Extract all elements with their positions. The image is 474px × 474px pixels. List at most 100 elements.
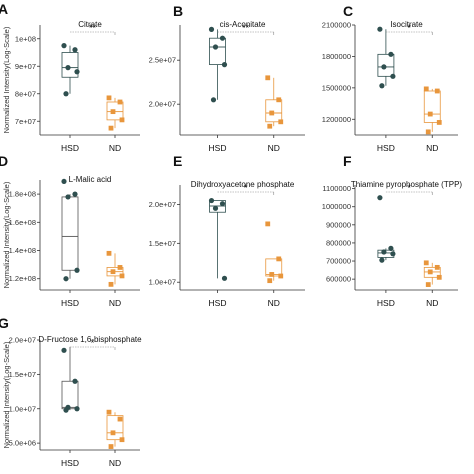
data-point	[276, 256, 282, 262]
box-iqr	[265, 99, 283, 123]
data-point	[377, 26, 383, 32]
y-axis-label: Normalized Intensity(Log-Scale)	[2, 341, 11, 448]
data-point	[276, 97, 282, 103]
y-tick-label: 2.0e+07	[149, 100, 176, 109]
data-point	[117, 99, 123, 105]
data-point	[212, 44, 219, 50]
x-tick-label: ND	[426, 143, 438, 153]
data-point	[423, 86, 429, 92]
data-point	[110, 109, 116, 115]
x-tick-label: ND	[109, 143, 121, 153]
data-point	[210, 97, 217, 103]
panel-label: C	[343, 3, 353, 19]
x-tick-label: HSD	[61, 298, 79, 308]
significance-label: *	[244, 183, 248, 193]
data-point	[72, 378, 78, 384]
data-point	[119, 273, 125, 279]
data-point	[72, 47, 78, 53]
y-tick-label: 1.8e+08	[9, 190, 36, 199]
significance-label: *	[407, 23, 411, 33]
y-tick-label: 1.5e+07	[9, 370, 36, 379]
panel-c: C Isocitrate 1200000 1500000 1800000 2100000 H…	[322, 3, 458, 153]
y-tick-label: 2.0e+07	[149, 200, 176, 209]
data-point	[379, 83, 385, 89]
data-point	[65, 65, 71, 71]
data-point	[269, 272, 275, 277]
box-iqr	[61, 52, 79, 78]
box-iqr	[106, 101, 124, 121]
data-point	[61, 178, 67, 185]
data-point	[377, 195, 383, 201]
data-point	[108, 125, 114, 131]
y-tick-label: 2.0e+07	[9, 336, 36, 345]
data-point	[390, 73, 396, 79]
data-point	[106, 95, 112, 101]
y-tick-label: 8e+07	[15, 89, 36, 98]
x-tick-label: HSD	[209, 143, 227, 153]
data-point	[110, 269, 116, 275]
y-axis-label: Normalized Intensity(Log-Scale)	[2, 26, 11, 133]
significance-label: *	[407, 183, 411, 193]
y-axis-label: Normalized Intensity(Log-Scale)	[2, 181, 11, 288]
y-tick-label: 2100000	[322, 21, 351, 30]
data-point	[265, 221, 271, 227]
y-tick-label: 600000	[326, 275, 351, 284]
y-tick-label: 1.4e+08	[9, 246, 36, 255]
y-tick-label: 1500000	[322, 83, 351, 92]
panel-label: F	[343, 153, 352, 169]
data-point	[61, 43, 67, 49]
data-point	[278, 119, 284, 125]
x-tick-label: HSD	[377, 298, 395, 308]
data-point	[106, 250, 112, 256]
x-tick-label: ND	[109, 458, 121, 468]
data-point	[390, 251, 396, 257]
panel-label: A	[0, 1, 8, 17]
data-point	[119, 117, 125, 123]
data-point	[63, 91, 69, 97]
x-tick-label: HSD	[61, 143, 79, 153]
data-point	[436, 274, 442, 280]
panel-g: G D-Fructose 1,6-bisphosphate 5.0e+06 1.0e+…	[0, 315, 142, 468]
y-tick-label: 9e+07	[15, 62, 36, 71]
box-iqr	[423, 266, 441, 278]
y-tick-label: 900000	[326, 220, 351, 229]
data-point	[63, 407, 69, 413]
y-tick-label: 1.5e+07	[149, 239, 176, 248]
box-iqr	[61, 380, 79, 410]
y-tick-label: 2.5e+07	[149, 56, 176, 65]
panel-label: D	[0, 153, 8, 169]
data-point	[117, 265, 123, 270]
x-tick-label: HSD	[377, 143, 395, 153]
data-point	[278, 273, 284, 279]
panel-e: E Dihydroxyacetone phosphate 1.0e+07 1.5e+0…	[149, 153, 305, 308]
data-point	[108, 281, 114, 287]
panel-label: G	[0, 315, 9, 331]
data-point	[219, 35, 226, 41]
data-point	[381, 64, 387, 70]
data-point	[117, 416, 123, 422]
data-point	[119, 437, 125, 443]
data-point	[208, 197, 215, 204]
panel-label: B	[173, 3, 183, 19]
data-point	[381, 249, 387, 255]
box-iqr	[423, 90, 441, 123]
significance-label: *	[91, 338, 95, 348]
data-point	[63, 276, 69, 282]
data-point	[423, 260, 429, 266]
data-point	[221, 275, 228, 281]
box-iqr	[61, 196, 79, 271]
x-tick-label: ND	[268, 143, 280, 153]
data-point	[72, 191, 78, 197]
box-iqr	[106, 415, 124, 441]
y-tick-label: 1.6e+08	[9, 218, 36, 227]
data-point	[221, 62, 228, 68]
y-tick-label: 1800000	[322, 52, 351, 61]
panel-d: D L-Malic acid 1.2e+08 1.4e+08 1.6e+08 1.8e+0…	[0, 153, 140, 308]
data-point	[106, 409, 112, 415]
panel-title: cis-Aconitate	[220, 20, 266, 29]
y-tick-label: 1100000	[322, 184, 351, 193]
data-point	[74, 69, 80, 75]
data-point	[436, 120, 442, 125]
x-tick-label: HSD	[209, 298, 227, 308]
